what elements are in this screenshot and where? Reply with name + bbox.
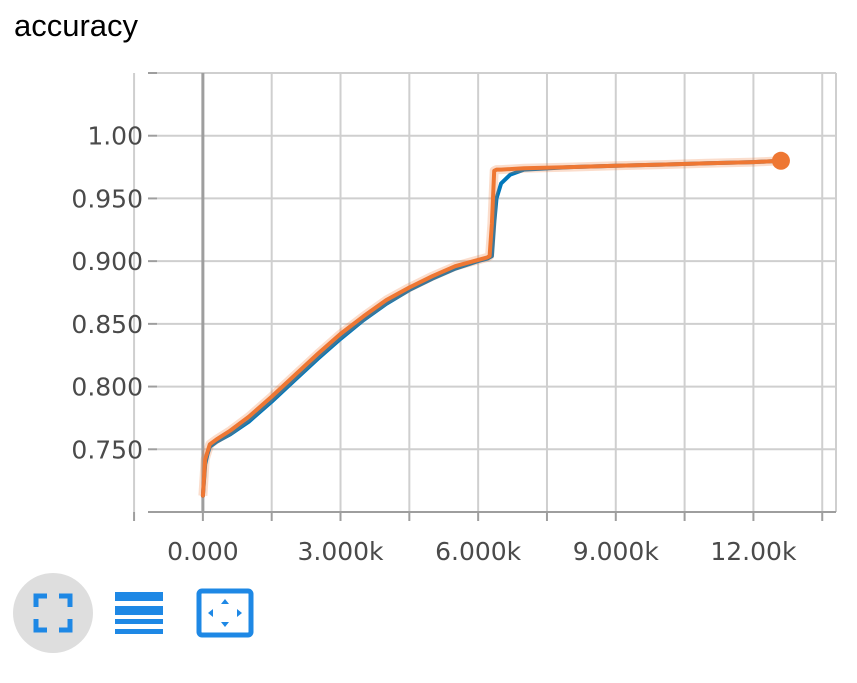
tick-labels: 0.000 3.000k 6.000k 9.000k 12.00k 0.750 0.800 0…: [71, 122, 797, 566]
fullscreen-icon: [33, 593, 73, 633]
lines-icon: [115, 592, 163, 634]
x-tick-label: 3.000k: [297, 537, 384, 566]
axes: [133, 72, 837, 521]
series-lines: [198, 151, 790, 498]
chart-toolbar: [13, 573, 265, 653]
y-tick-label: 0.950: [71, 184, 143, 213]
x-tick-label: 12.00k: [710, 537, 797, 566]
y-tick-label: 0.900: [71, 247, 143, 276]
x-tick-label: 6.000k: [435, 537, 522, 566]
x-tick-label: 9.000k: [573, 537, 660, 566]
y-tick-label: 0.750: [71, 435, 143, 464]
series-end-marker: [771, 151, 790, 170]
y-tick-label: 1.00: [87, 122, 143, 151]
y-tick-label: 0.800: [71, 373, 143, 402]
series-line: [200, 158, 783, 498]
y-tick-label: 0.850: [71, 310, 143, 339]
x-tick-label: 0.000: [167, 537, 239, 566]
chart-title: accuracy: [14, 8, 139, 43]
fullscreen-button[interactable]: [13, 573, 93, 653]
fit-domain-icon: [196, 588, 254, 638]
toggle-lines-button[interactable]: [99, 573, 179, 653]
grid: [133, 72, 836, 513]
fit-domain-button[interactable]: [185, 573, 265, 653]
line-chart[interactable]: 0.000 3.000k 6.000k 9.000k 12.00k 0.750 0.800 0…: [0, 0, 857, 570]
